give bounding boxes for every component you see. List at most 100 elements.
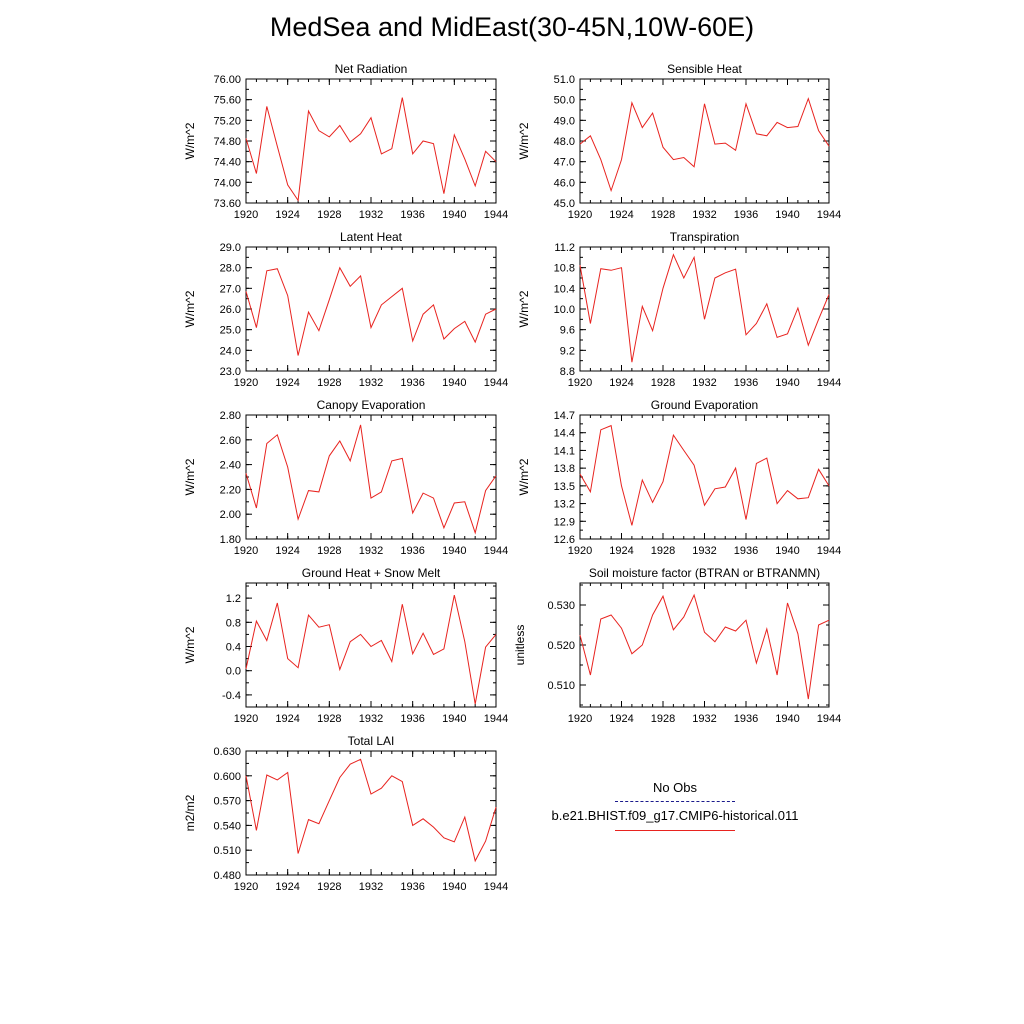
y-tick-label: 0.630 xyxy=(213,746,241,758)
chart-title: Canopy Evaporation xyxy=(317,398,426,412)
x-tick-label: 1944 xyxy=(817,209,841,221)
x-tick-label: 1920 xyxy=(568,377,592,389)
y-tick-label: 12.6 xyxy=(554,534,575,546)
x-tick-label: 1932 xyxy=(692,377,716,389)
chart-panel: Ground Evaporation W/m^2 1920 1924 1928 1932 1… xyxy=(517,398,841,557)
x-tick-label: 1928 xyxy=(317,881,341,893)
y-tick-label: 50.0 xyxy=(554,95,575,107)
y-tick-label: 2.80 xyxy=(220,410,241,422)
y-tick-label: 0.8 xyxy=(226,617,241,629)
x-tick-label: 1928 xyxy=(651,545,675,557)
y-tick-label: 14.7 xyxy=(554,410,575,422)
plot-frame xyxy=(579,582,830,708)
x-tick-label: 1928 xyxy=(317,713,341,725)
x-tick-label: 1940 xyxy=(442,209,466,221)
y-tick-label: 27.0 xyxy=(220,283,241,295)
x-tick-label: 1940 xyxy=(775,713,799,725)
chart-title: Total LAI xyxy=(348,734,395,748)
series-line xyxy=(245,594,497,705)
y-tick-label: 13.8 xyxy=(554,463,575,475)
x-tick-label: 1928 xyxy=(317,377,341,389)
chart-panel: Total LAI m2/m2 1920 1924 1928 1932 1936 1940 19… xyxy=(183,734,508,893)
y-tick-label: 0.510 xyxy=(547,680,575,692)
chart-title: Ground Heat + Snow Melt xyxy=(302,566,441,580)
y-tick-label: 13.5 xyxy=(554,481,575,493)
x-tick-label: 1932 xyxy=(692,209,716,221)
x-tick-label: 1944 xyxy=(817,377,841,389)
x-tick-label: 1924 xyxy=(609,545,633,557)
y-tick-label: 14.4 xyxy=(554,428,575,440)
plot-frame xyxy=(245,582,497,708)
y-tick-label: 45.0 xyxy=(554,198,575,210)
chart-title: Latent Heat xyxy=(340,230,403,244)
y-axis-label: W/m^2 xyxy=(183,458,197,495)
y-tick-label: 23.0 xyxy=(220,366,241,378)
x-tick-label: 1940 xyxy=(442,881,466,893)
plot-frame xyxy=(245,750,497,876)
series-line xyxy=(245,424,497,535)
y-axis-label: W/m^2 xyxy=(517,458,531,495)
series-line xyxy=(245,97,497,202)
y-tick-label: 75.60 xyxy=(213,95,241,107)
y-tick-label: 73.60 xyxy=(213,198,241,210)
y-tick-label: 12.9 xyxy=(554,516,575,528)
x-tick-label: 1920 xyxy=(234,377,258,389)
x-tick-label: 1928 xyxy=(651,377,675,389)
y-tick-label: 74.40 xyxy=(213,157,241,169)
x-tick-label: 1944 xyxy=(817,713,841,725)
x-tick-label: 1924 xyxy=(275,881,299,893)
y-tick-label: 9.6 xyxy=(560,325,575,337)
x-tick-label: 1920 xyxy=(234,713,258,725)
y-tick-label: 0.0 xyxy=(226,666,241,678)
series-line xyxy=(579,253,830,363)
x-tick-label: 1940 xyxy=(775,545,799,557)
x-tick-label: 1932 xyxy=(359,881,383,893)
x-tick-label: 1936 xyxy=(400,209,424,221)
x-tick-label: 1936 xyxy=(734,545,758,557)
x-tick-label: 1936 xyxy=(400,881,424,893)
y-tick-label: 0.570 xyxy=(213,796,241,808)
y-axis-label: m2/m2 xyxy=(183,794,197,831)
x-tick-label: 1924 xyxy=(609,377,633,389)
plot-frame xyxy=(245,78,497,204)
x-tick-label: 1924 xyxy=(609,713,633,725)
x-tick-label: 1936 xyxy=(400,545,424,557)
y-tick-label: 8.8 xyxy=(560,366,575,378)
chart-title: Sensible Heat xyxy=(667,62,742,76)
series-line xyxy=(579,97,830,193)
y-tick-label: 2.20 xyxy=(220,484,241,496)
y-tick-label: 51.0 xyxy=(554,74,575,86)
y-tick-label: 47.0 xyxy=(554,157,575,169)
plot-frame xyxy=(579,414,830,540)
x-tick-label: 1928 xyxy=(651,209,675,221)
x-tick-label: 1920 xyxy=(234,545,258,557)
y-axis-label: W/m^2 xyxy=(183,626,197,663)
x-tick-label: 1920 xyxy=(568,713,592,725)
x-tick-label: 1940 xyxy=(442,713,466,725)
y-tick-label: 26.0 xyxy=(220,304,241,316)
y-tick-label: 0.480 xyxy=(213,870,241,882)
y-tick-label: 2.00 xyxy=(220,509,241,521)
chart-panel: Net Radiation W/m^2 1920 1924 1928 1932 1936 19… xyxy=(183,62,508,221)
y-tick-label: -0.4 xyxy=(222,690,241,702)
chart-panel: Ground Heat + Snow Melt W/m^2 1920 1924 1928… xyxy=(183,566,508,725)
plot-frame xyxy=(579,78,830,204)
y-tick-label: 9.2 xyxy=(560,345,575,357)
y-tick-label: 76.00 xyxy=(213,74,241,86)
x-tick-label: 1932 xyxy=(692,713,716,725)
legend-model-swatch xyxy=(615,830,735,831)
y-tick-label: 0.4 xyxy=(226,642,241,654)
y-tick-label: 74.80 xyxy=(213,136,241,148)
chart-panel: Latent Heat W/m^2 1920 1924 1928 1932 1936 1940… xyxy=(183,230,508,389)
chart-title: Soil moisture factor (BTRAN or BTRANMN) xyxy=(589,566,820,580)
x-tick-label: 1944 xyxy=(817,545,841,557)
chart-title: Ground Evaporation xyxy=(651,398,758,412)
y-tick-label: 28.0 xyxy=(220,263,241,275)
series-line xyxy=(579,593,830,700)
x-tick-label: 1944 xyxy=(484,545,508,557)
x-tick-label: 1932 xyxy=(359,713,383,725)
chart-panel: Transpiration W/m^2 1920 1924 1928 1932 1936 19… xyxy=(517,230,841,389)
y-tick-label: 2.60 xyxy=(220,435,241,447)
y-tick-label: 14.1 xyxy=(554,445,575,457)
